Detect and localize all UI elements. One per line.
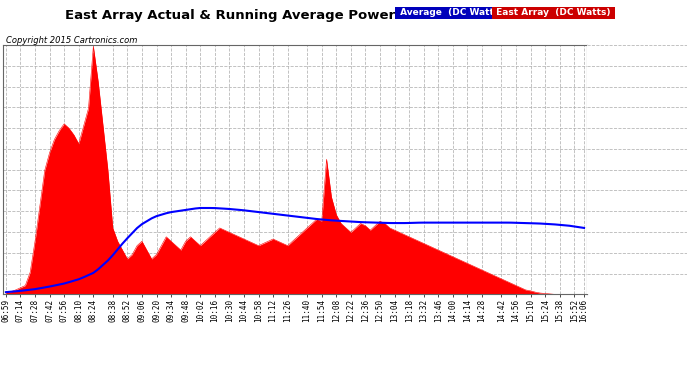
Text: Average  (DC Watts): Average (DC Watts) xyxy=(397,8,506,17)
Text: East Array  (DC Watts): East Array (DC Watts) xyxy=(493,8,614,17)
Text: East Array Actual & Running Average Power Thu Dec 3 16:18: East Array Actual & Running Average Powe… xyxy=(66,9,521,22)
Text: Copyright 2015 Cartronics.com: Copyright 2015 Cartronics.com xyxy=(6,36,137,45)
